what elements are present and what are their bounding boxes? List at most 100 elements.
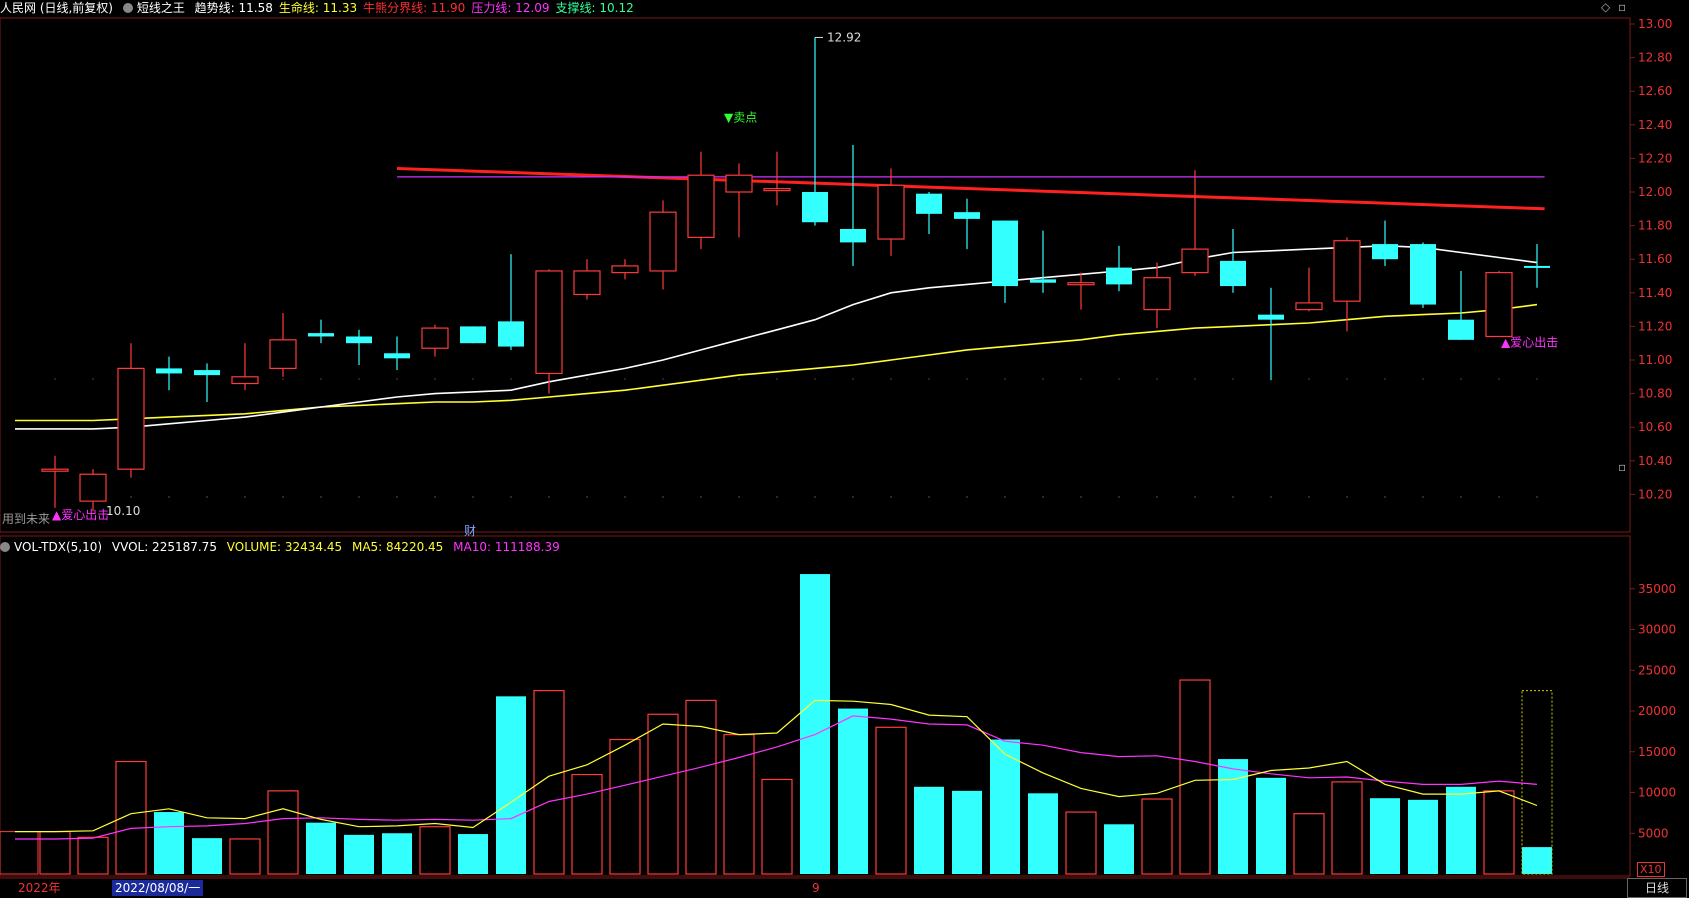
candle-body — [954, 212, 980, 219]
candle — [421, 324, 449, 357]
volume-menu-icon[interactable] — [0, 542, 10, 552]
candle — [611, 259, 639, 280]
volume-indicator-name[interactable]: VOL-TDX(5,10) — [0, 540, 102, 554]
candle-body — [346, 336, 372, 344]
candle — [877, 168, 905, 256]
price-tick-label: 11.00 — [1638, 353, 1672, 367]
volume-bar — [115, 760, 147, 875]
volume-bar — [990, 739, 1020, 874]
candle — [916, 192, 942, 234]
volume-bar — [77, 836, 109, 875]
candle — [1524, 244, 1550, 288]
price-tick-label: 11.40 — [1638, 286, 1672, 300]
candle-body — [1485, 272, 1513, 338]
candle-body — [573, 270, 601, 296]
diamond-icon[interactable]: ◇ — [1601, 0, 1611, 14]
candle — [384, 336, 410, 371]
candle-body — [194, 370, 220, 376]
indicator-menu-icon[interactable] — [122, 3, 133, 13]
candle — [687, 151, 715, 250]
period-daily-button[interactable]: 日线 — [1627, 878, 1687, 898]
candle — [954, 198, 980, 250]
volume-bar — [571, 773, 603, 875]
candle-body — [1524, 265, 1550, 268]
volume-bar — [192, 838, 222, 874]
candle — [156, 356, 182, 391]
restore-window-icon[interactable]: ▫ — [1618, 0, 1627, 14]
candle-body — [1372, 244, 1398, 260]
volume-bar — [419, 826, 451, 875]
candle — [1448, 270, 1474, 340]
price-tick-label: 10.80 — [1638, 387, 1672, 401]
volume-tick-label: 30000 — [1638, 623, 1676, 637]
volume-bar — [1179, 679, 1211, 875]
candle-body — [1410, 244, 1436, 305]
candle-body — [840, 228, 866, 243]
buy-signal-label: ▲爱心出击 — [52, 508, 109, 522]
buy-signal-label: ▲爱心出击 — [1501, 336, 1558, 350]
price-tick-label: 10.20 — [1638, 487, 1672, 501]
high-price-label: 12.92 — [827, 30, 861, 44]
trend-line-ma — [15, 244, 1538, 430]
candle-body — [1295, 302, 1323, 311]
side-note: 用到未来 — [2, 512, 51, 526]
volume-bar — [609, 738, 641, 875]
candle-body — [802, 192, 828, 223]
candle — [1181, 170, 1209, 276]
indicator-values: 趋势线: 11.58 生命线: 11.33 牛熊分界线: 11.90 压力线: 12.… — [195, 1, 640, 15]
ma5-value: MA5: 84220.45 — [351, 540, 444, 554]
indicator-value-2: 牛熊分界线: 11.90 — [363, 1, 466, 15]
price-tick-label: 10.40 — [1638, 454, 1672, 468]
volume-bar — [306, 822, 336, 874]
sell-signal-label: ▼卖点 — [724, 110, 757, 124]
price-panel-header: 人民网 (日线,前复权) 短线之王 趋势线: 11.58 生命线: 11.33 牛熊… — [0, 0, 646, 16]
volume-tick-label: 10000 — [1638, 786, 1676, 800]
volume-bar — [1331, 781, 1363, 875]
candle-body — [611, 265, 639, 274]
volume-bar — [875, 726, 907, 875]
volume-bar — [267, 790, 299, 875]
candle — [802, 37, 828, 226]
volume-bar — [838, 708, 868, 874]
candle — [1106, 245, 1132, 292]
candle — [498, 254, 524, 350]
candle-body — [725, 174, 753, 193]
volume-tick-label: 35000 — [1638, 582, 1676, 596]
candle — [763, 151, 791, 206]
volume-bar — [39, 831, 71, 875]
candle — [992, 220, 1018, 303]
stock-title[interactable]: 人民网 (日线,前复权) — [0, 1, 113, 15]
finance-marker[interactable]: 财 — [464, 524, 477, 538]
candle-body — [1448, 319, 1474, 340]
candle — [308, 319, 334, 344]
indicator-value-0: 趋势线: 11.58 — [194, 1, 273, 15]
candle — [117, 343, 145, 478]
price-tick-label: 12.20 — [1638, 151, 1672, 165]
candle — [194, 363, 220, 402]
indicator-name[interactable]: 短线之王 — [122, 1, 185, 15]
volume-bar — [533, 690, 565, 875]
candle — [649, 200, 677, 290]
price-tick-label: 12.60 — [1638, 84, 1672, 98]
volume-bar — [496, 696, 526, 874]
price-panel-frame — [0, 17, 1631, 533]
candle-body — [1030, 279, 1056, 283]
volume-tick-label: 20000 — [1638, 704, 1676, 718]
price-tick-label: 12.00 — [1638, 185, 1672, 199]
candle-body — [687, 174, 715, 238]
candle-body — [535, 270, 563, 375]
volume-bar — [952, 790, 982, 874]
candle — [1030, 230, 1056, 293]
candle-body — [156, 368, 182, 374]
volume-bar — [800, 574, 830, 874]
volume-bar — [1293, 813, 1325, 875]
restore-window-icon[interactable]: ▫ — [1618, 460, 1627, 474]
candle — [231, 343, 259, 391]
low-price-label: 10.10 — [106, 504, 140, 518]
candle-body — [421, 327, 449, 349]
volume-bar — [1218, 759, 1248, 874]
candle — [346, 329, 372, 366]
candle-body — [1333, 240, 1361, 302]
candle-body — [649, 211, 677, 272]
